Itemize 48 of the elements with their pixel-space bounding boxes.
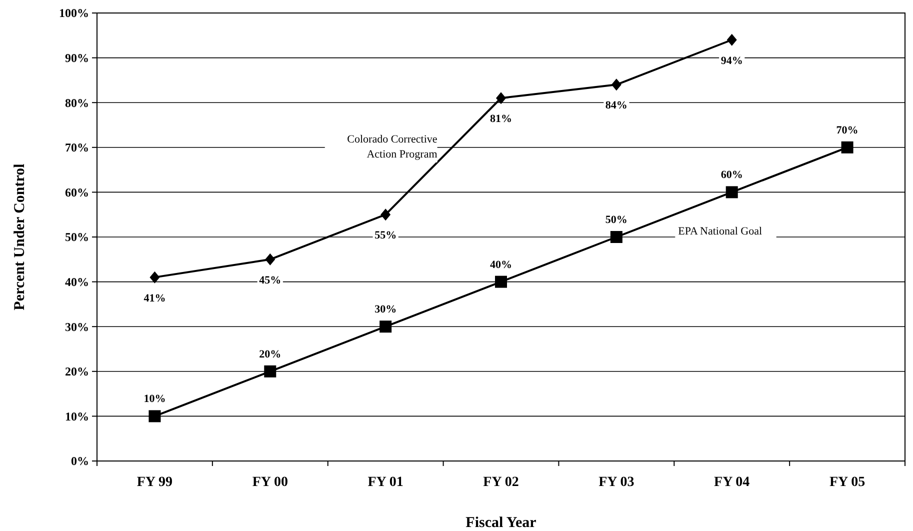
point xyxy=(495,276,507,288)
point xyxy=(496,92,506,104)
data-label: 41% xyxy=(144,292,166,304)
x-tick-label: FY 00 xyxy=(252,475,288,490)
y-tick-label: 70% xyxy=(65,140,89,155)
point xyxy=(841,141,854,154)
y-tick-label: 90% xyxy=(65,51,89,65)
x-axis-title: Fiscal Year xyxy=(466,515,537,531)
series-label: Colorado Corrective Action Program xyxy=(347,133,438,160)
y-tick-label: 80% xyxy=(65,96,89,110)
data-label: 30% xyxy=(374,304,397,316)
data-label: 94% xyxy=(720,54,743,67)
data-label: 81% xyxy=(490,113,512,126)
y-tick-label: 40% xyxy=(65,275,89,289)
point xyxy=(265,253,276,266)
y-tick-label: 30% xyxy=(65,320,89,334)
y-tick-label: 20% xyxy=(65,364,89,379)
data-label: 50% xyxy=(605,214,628,226)
y-axis-title: Percent Under Control xyxy=(12,164,28,310)
data-label: 20% xyxy=(259,348,282,360)
y-tick-label: 10% xyxy=(65,409,89,424)
y-tick-label: 0% xyxy=(71,454,89,468)
data-label: 84% xyxy=(605,100,628,112)
point xyxy=(611,78,622,91)
point xyxy=(150,271,160,284)
point xyxy=(380,320,392,333)
y-tick-label: 60% xyxy=(65,185,89,200)
data-label: 40% xyxy=(490,258,512,271)
point xyxy=(726,186,738,198)
x-tick-label: FY 05 xyxy=(829,475,866,490)
point xyxy=(726,34,737,46)
data-label: 10% xyxy=(144,393,166,406)
x-tick-label: FY 03 xyxy=(598,475,634,490)
data-label: 70% xyxy=(836,124,858,136)
point xyxy=(380,208,391,221)
x-tick-label: FY 02 xyxy=(483,475,519,490)
point xyxy=(610,231,622,243)
data-label: 60% xyxy=(720,169,743,182)
data-label: 45% xyxy=(259,274,282,286)
point xyxy=(148,410,161,422)
x-tick-label: FY 01 xyxy=(368,475,404,490)
series-label: EPA National Goal xyxy=(678,226,762,238)
point xyxy=(264,365,276,378)
y-tick-label: 100% xyxy=(59,6,89,20)
y-tick-label: 50% xyxy=(65,230,89,244)
x-tick-label: FY 99 xyxy=(136,475,173,490)
data-label: 55% xyxy=(374,230,397,242)
x-tick-label: FY 04 xyxy=(714,475,750,490)
